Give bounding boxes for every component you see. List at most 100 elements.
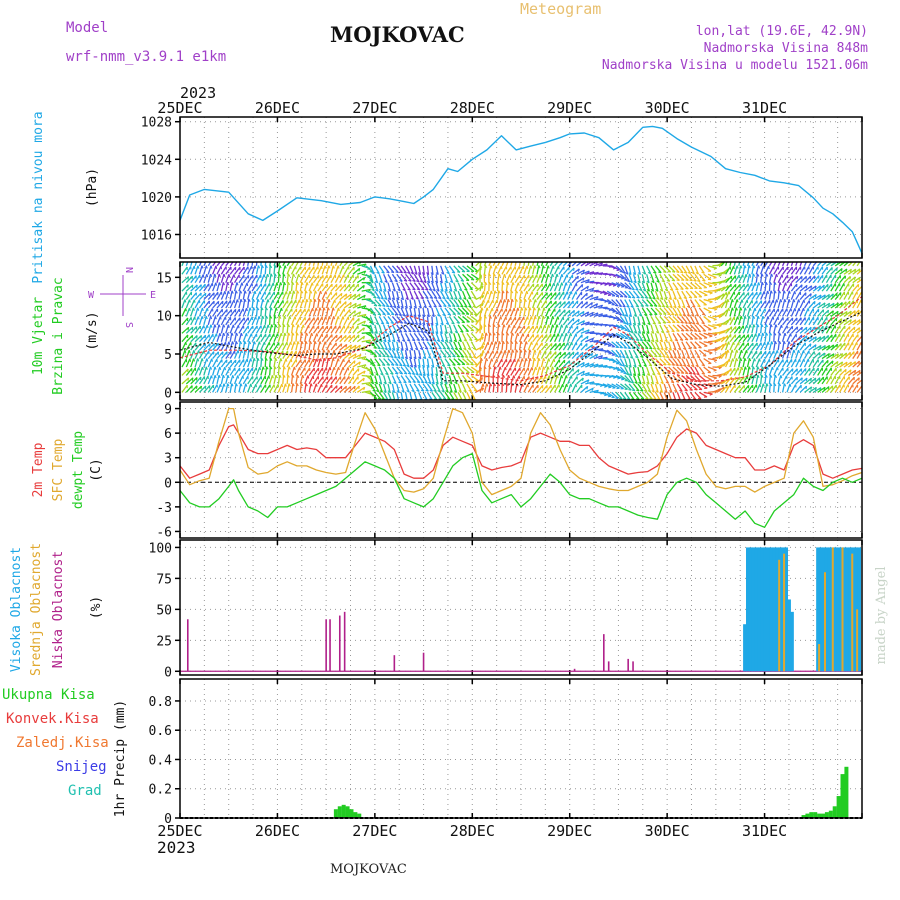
wind-arrow [357, 305, 367, 309]
wind-arrow [334, 292, 343, 301]
wind-arrow [312, 341, 316, 351]
wind-arrow [598, 364, 608, 368]
wind-arrow-head [656, 297, 660, 300]
wind-arrow-head [253, 307, 256, 311]
wind-arrow-head [534, 349, 537, 353]
wind-arrow-head [288, 332, 291, 336]
wind-arrow [435, 299, 442, 308]
wind-arrow [448, 316, 455, 325]
wind-arrow [558, 309, 566, 317]
wind-arrow-head [425, 288, 429, 291]
wind-arrow-head [222, 374, 225, 379]
wind-arrow [795, 307, 800, 317]
wind-arrow-head [676, 271, 680, 273]
wind-arrow-head [517, 282, 520, 286]
wind-arrow-head [214, 316, 217, 320]
wind-arrow-head [684, 372, 688, 375]
wind-arrow [216, 383, 222, 393]
wind-arrow-head [691, 271, 695, 275]
wind-arrow [461, 341, 467, 351]
wind-arrow-head [744, 366, 747, 370]
wind-arrow [225, 290, 230, 300]
wind-arrow-head [345, 344, 348, 348]
wind-arrow [624, 273, 631, 283]
wind-arrow-head [358, 311, 362, 315]
wind-arrow [554, 316, 559, 326]
wind-arrow [747, 292, 754, 300]
wind-arrow-head [440, 289, 444, 292]
wind-arrow-head [465, 279, 470, 282]
wind-arrow [448, 290, 454, 300]
wind-arrow [242, 349, 246, 359]
wind-arrow-head [214, 366, 217, 370]
wind-arrow [632, 316, 637, 326]
wind-arrow [637, 358, 642, 368]
wind-arrow [790, 349, 795, 359]
wind-arrow-head [406, 339, 411, 342]
wind-arrow [387, 299, 393, 308]
wind-arrow [440, 391, 447, 400]
wind-arrow [821, 367, 828, 376]
wind-arrow [834, 361, 843, 368]
wind-arrow [553, 273, 558, 283]
wind-arrow [492, 265, 497, 275]
wind-arrow [207, 316, 212, 326]
wind-arrow-head [481, 302, 484, 307]
wind-arrow-head [468, 297, 472, 300]
wind-arrow-head [252, 349, 255, 353]
wind-arrow-head [561, 274, 564, 278]
wind-arrow [343, 359, 350, 368]
wind-arrow [830, 292, 838, 301]
wind-arrow-head [506, 340, 509, 345]
wind-arrow-head [283, 273, 286, 277]
wind-arrow-head [363, 314, 367, 318]
wind-arrow-head [345, 386, 347, 390]
wind-arrow [619, 307, 626, 317]
wind-arrow [181, 266, 188, 275]
wind-arrow [619, 341, 628, 349]
wind-arrow [799, 317, 806, 326]
wind-arrow [575, 291, 583, 300]
wind-arrow-head [450, 347, 454, 351]
wind-arrow [321, 291, 327, 300]
wind-arrow-head [676, 321, 680, 324]
wind-arrow [357, 364, 367, 368]
wind-arrow [843, 291, 849, 300]
wind-arrow-head [759, 358, 761, 362]
wind-arrow-head [319, 341, 322, 345]
wind-arrow [602, 349, 612, 354]
wind-arrow [839, 375, 845, 385]
wind-arrow [562, 266, 570, 275]
wind-arrow [646, 324, 650, 334]
wind-arrow [308, 307, 314, 317]
wind-arrow [659, 290, 664, 300]
wind-arrow [290, 299, 297, 309]
wind-arrow-head [468, 389, 472, 393]
wind-arrow [295, 359, 302, 368]
wind-arrow-head [647, 390, 651, 393]
wind-arrow [470, 374, 479, 382]
wind-arrow [418, 316, 422, 326]
wind-arrow-head [767, 316, 770, 320]
wind-arrow [641, 265, 647, 275]
wind-arrow-head [413, 305, 417, 309]
wind-arrow-head [291, 281, 295, 286]
wind-arrow [317, 307, 321, 317]
wind-arrow [694, 341, 702, 349]
wind-arrow [545, 273, 549, 283]
wind-arrow-head [223, 273, 226, 278]
wind-arrow-head [629, 280, 633, 284]
wind-arrow-head [458, 390, 462, 393]
wind-arrow [607, 282, 617, 286]
wind-arrow-head [798, 299, 801, 303]
wind-arrow [646, 383, 652, 393]
wind-arrow [251, 325, 258, 334]
wind-arrow-head [671, 330, 675, 333]
wind-arrow [277, 366, 280, 376]
wind-arrow [212, 282, 217, 292]
wind-arrow-head [232, 341, 235, 345]
wind-arrow-head [489, 366, 492, 370]
wind-arrow [238, 274, 245, 284]
wind-arrow [782, 317, 789, 326]
wind-arrow [580, 352, 589, 360]
